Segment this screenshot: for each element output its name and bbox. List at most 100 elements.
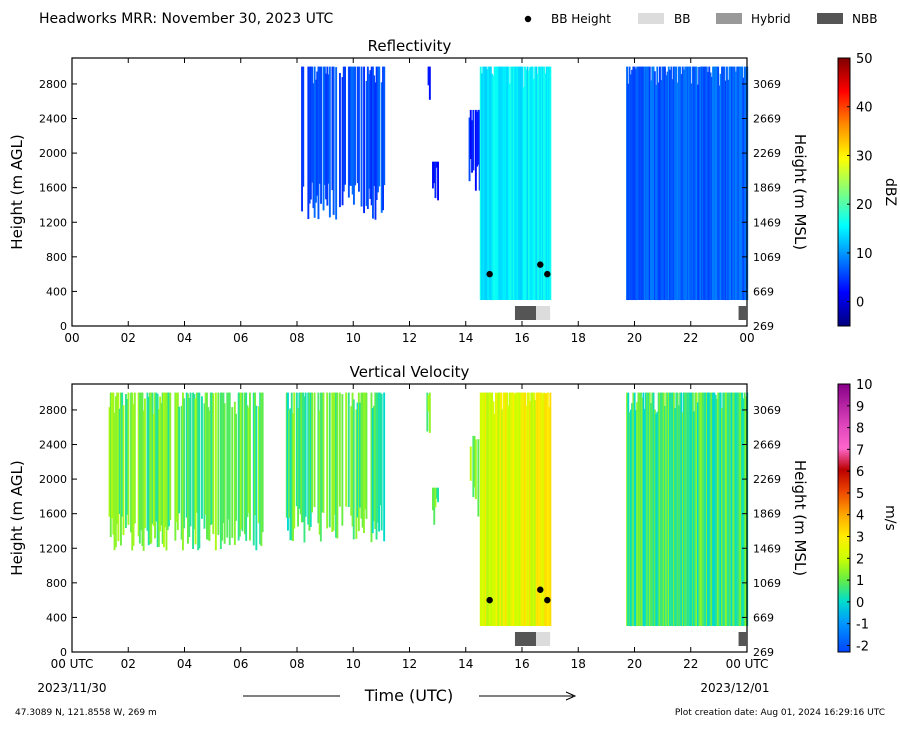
x-tick-label: 08 (289, 331, 304, 345)
precip-column (656, 411, 659, 626)
precip-column (193, 393, 196, 530)
precip-column (489, 66, 492, 300)
precip-column (544, 73, 547, 301)
precip-column (731, 66, 733, 300)
precip-column (715, 66, 718, 300)
precip-column (662, 392, 665, 626)
precip-column (674, 66, 677, 300)
colorbar-tick-label: 50 (856, 52, 873, 67)
precip-column (734, 71, 737, 300)
precip-column (434, 487, 437, 508)
precip-column (159, 396, 162, 532)
legend-nbb-swatch (817, 13, 843, 24)
precip-column (235, 413, 237, 521)
precip-column (120, 392, 122, 546)
precip-column (715, 398, 718, 626)
x-tick-label: 08 (289, 657, 304, 671)
precip-column (665, 392, 668, 626)
precip-column (680, 392, 683, 626)
precip-column (533, 78, 535, 300)
precip-column (380, 393, 383, 531)
precip-column (650, 403, 652, 626)
xaxis-arrow-head (565, 691, 577, 701)
precip-column (500, 392, 502, 626)
precip-column (539, 392, 542, 626)
precip-column (529, 67, 532, 300)
precip-column (252, 392, 255, 546)
precip-column (507, 405, 510, 626)
colorbar-tick-label: 5 (856, 487, 864, 502)
precip-column (641, 397, 644, 627)
precip-column (125, 394, 127, 528)
precip-column (295, 392, 298, 507)
precip-column (710, 76, 713, 301)
precip-column (482, 392, 485, 626)
precip-column (507, 66, 510, 300)
precip-column (375, 392, 378, 540)
precip-column (539, 66, 542, 300)
precip-column (336, 392, 339, 539)
y-right-tick-label: 1069 (753, 577, 781, 590)
precip-column (661, 392, 664, 626)
precip-column (734, 392, 737, 626)
colorbar-tick-label: 10 (856, 378, 873, 393)
precip-period (108, 392, 264, 551)
y-right-tick-label: 669 (753, 611, 774, 624)
precip-column (309, 66, 312, 200)
precip-column (323, 66, 326, 185)
precip-column (508, 83, 511, 300)
precip-column (302, 392, 305, 523)
precip-column (498, 66, 501, 300)
y-right-tick-label: 1869 (753, 508, 781, 521)
precip-column (722, 392, 725, 626)
precip-column (496, 66, 499, 300)
precip-column (370, 392, 373, 543)
y-axis-label: Height (m AGL) (8, 134, 26, 249)
colorbar-tick-label: 0 (856, 296, 864, 311)
precip-column (723, 66, 726, 300)
precip-column (427, 395, 430, 412)
precip-column (339, 73, 341, 208)
precip-column (382, 66, 384, 211)
precip-column (109, 392, 112, 537)
precip-column (180, 405, 183, 540)
precip-column (656, 66, 659, 300)
x-tick-label: 10 (346, 331, 361, 345)
precip-column (719, 73, 722, 300)
precip-column (700, 392, 703, 626)
precip-column (317, 66, 320, 220)
precip-column (704, 392, 707, 626)
precip-column (484, 66, 487, 300)
precip-column (634, 68, 637, 301)
precip-column (469, 446, 472, 481)
precip-column (722, 66, 725, 300)
precip-column (675, 392, 678, 626)
x-tick-label: 14 (458, 331, 473, 345)
x-tick-label: 04 (177, 657, 192, 671)
precip-column (121, 392, 124, 517)
precip-column (642, 392, 645, 626)
precip-column (195, 392, 198, 513)
precip-column (378, 392, 380, 532)
precip-column (516, 66, 519, 300)
x-tick-label: 12 (402, 331, 417, 345)
precip-column (152, 413, 155, 526)
precip-column (131, 392, 134, 551)
precip-column (512, 392, 515, 626)
precip-column (727, 79, 730, 301)
x-tick-label: 00 UTC (726, 657, 769, 671)
precip-column (743, 66, 746, 300)
x-tick-label: 22 (683, 657, 698, 671)
y-tick-label: 400 (46, 611, 67, 624)
x-tick-label: 00 (64, 331, 79, 345)
precip-column (350, 406, 353, 516)
y-tick-label: 1600 (39, 508, 67, 521)
bb-height-point (537, 586, 544, 593)
precip-column (313, 66, 316, 218)
precip-column (689, 392, 692, 626)
precip-column (376, 392, 379, 523)
y-tick-label: 400 (46, 285, 67, 298)
precip-column (696, 402, 699, 626)
precip-column (233, 401, 236, 545)
precip-column (529, 401, 532, 627)
